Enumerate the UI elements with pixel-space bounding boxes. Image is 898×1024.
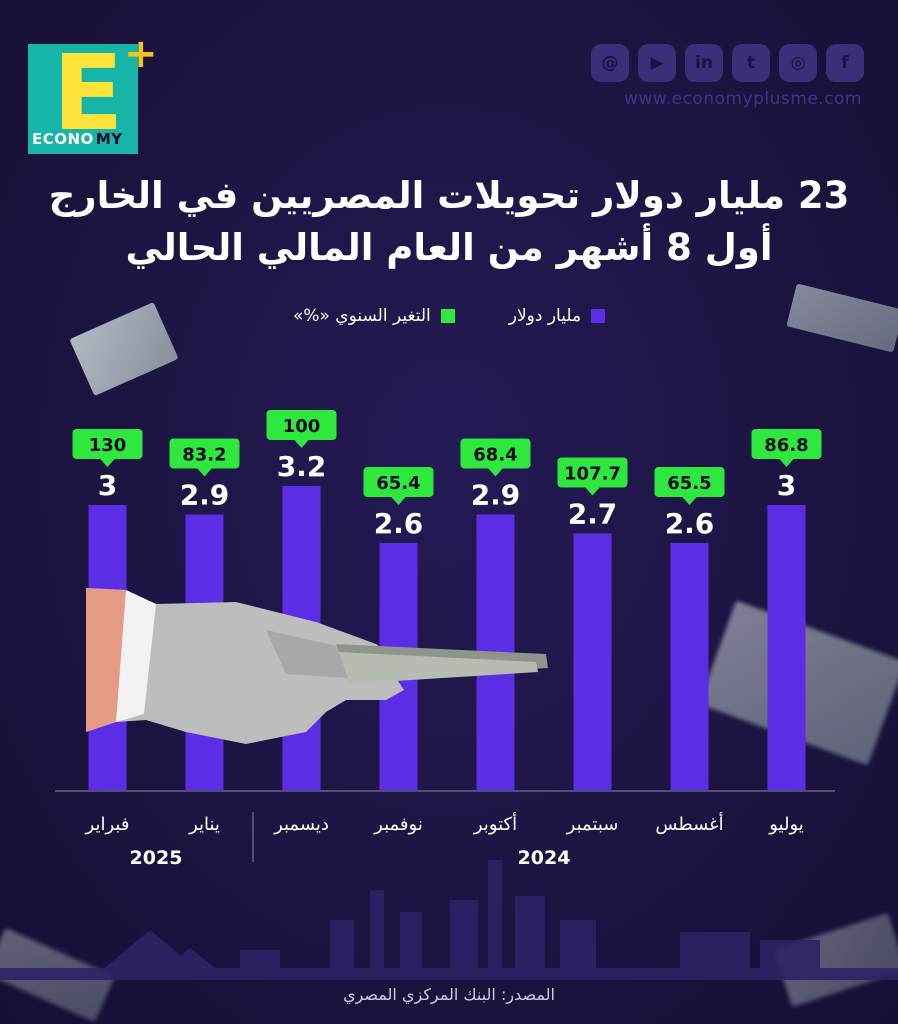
youtube-icon[interactable]: ▶ [638, 44, 676, 82]
instagram-icon[interactable]: ◎ [779, 44, 817, 82]
brand-logo[interactable]: E + ECONO MY [28, 32, 158, 158]
logo-plus-icon: + [124, 31, 158, 77]
change-badge-pointer [196, 467, 213, 477]
change-badge-pointer [681, 496, 698, 505]
month-tick-label: يوليو [768, 814, 804, 835]
title-line-2: أول 8 أشهر من العام المالي الحالي [125, 226, 773, 269]
legend-label-billion: مليار دولار [508, 306, 582, 326]
bar-value-label: 3.2 [277, 450, 327, 483]
change-badge [557, 457, 628, 488]
change-badge [654, 467, 725, 497]
year-group-label: 2024 [518, 847, 571, 869]
legend-swatch-change [440, 309, 455, 323]
wordmark-light: ECONO [32, 130, 94, 148]
change-badge [460, 438, 531, 469]
bar-value-label: 2.6 [374, 507, 424, 540]
change-value-label: 65.4 [376, 473, 420, 494]
change-badge [72, 429, 143, 459]
change-value-label: 86.8 [764, 435, 808, 456]
bar [185, 514, 224, 790]
facebook-icon[interactable]: f [826, 44, 864, 82]
month-tick-label: أكتوبر [473, 812, 517, 835]
bar [379, 543, 418, 790]
bar [767, 505, 806, 790]
bar-value-label: 2.9 [180, 479, 230, 512]
change-badge [363, 467, 434, 497]
change-value-label: 130 [89, 435, 127, 456]
change-badge-pointer [293, 439, 310, 448]
change-badge [751, 429, 822, 459]
page-title: 23 مليار دولار تحويلات المصريين في الخار… [40, 170, 858, 274]
change-badge-pointer [487, 467, 504, 477]
change-badge-pointer [99, 458, 116, 467]
social-links: @ ▶ in t ◎ f [591, 44, 864, 82]
change-value-label: 65.5 [667, 473, 711, 494]
website-url[interactable]: www.economyplusme.com [624, 89, 862, 109]
bar-value-label: 2.7 [568, 498, 618, 531]
change-value-label: 68.4 [473, 445, 517, 466]
bar [670, 543, 709, 790]
twitter-icon[interactable]: t [732, 44, 770, 82]
change-badge-pointer [390, 496, 407, 505]
month-tick-label: يناير [188, 814, 220, 835]
cairo-skyline-decoration [0, 860, 898, 980]
wordmark-dark: MY [93, 130, 125, 148]
bar [476, 514, 515, 790]
month-tick-label: أغسطس [655, 812, 723, 835]
month-tick-label: سبتمبر [566, 814, 619, 835]
title-line-1: 23 مليار دولار تحويلات المصريين في الخار… [48, 174, 850, 217]
legend-item-change: التغير السنوي «%» [293, 304, 455, 328]
bar [573, 533, 612, 790]
bar-value-label: 2.9 [471, 479, 521, 512]
change-badge [169, 438, 240, 469]
bar-value-label: 3 [777, 469, 796, 502]
change-badge-pointer [584, 486, 601, 496]
year-group-label: 2025 [130, 847, 183, 869]
month-tick-label: نوفمبر [373, 814, 423, 835]
chart-legend: مليار دولار التغير السنوي «%» [200, 304, 698, 328]
threads-icon[interactable]: @ [591, 44, 629, 82]
logo-wordmark: ECONO MY [32, 130, 125, 148]
logo-letter: E [52, 32, 124, 154]
source-note: المصدر: البنك المركزي المصري [343, 985, 555, 1004]
change-badge [266, 410, 337, 440]
bar-value-label: 2.6 [665, 507, 715, 540]
change-value-label: 83.2 [182, 445, 226, 466]
legend-swatch-billion [591, 309, 606, 323]
change-value-label: 107.7 [564, 464, 621, 485]
change-badge-pointer [778, 458, 795, 467]
month-tick-label: ديسمبر [273, 814, 329, 835]
legend-label-change: التغير السنوي «%» [292, 306, 431, 326]
bar [282, 486, 321, 790]
change-value-label: 100 [283, 416, 321, 437]
month-tick-label: فبراير [85, 814, 130, 835]
bar [88, 505, 127, 790]
linkedin-icon[interactable]: in [685, 44, 723, 82]
legend-item-billion: مليار دولار [508, 304, 606, 328]
bar-value-label: 3 [98, 469, 117, 502]
